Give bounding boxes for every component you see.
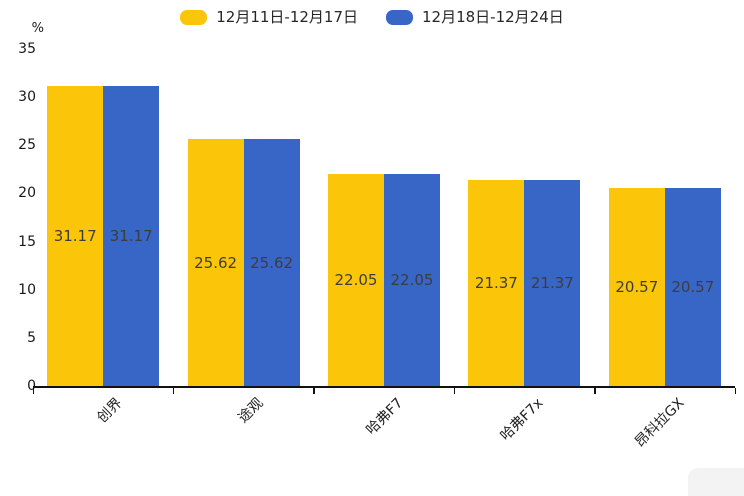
y-axis-tick-label: 15 <box>18 233 36 250</box>
bar-week2: 25.62 <box>243 139 300 386</box>
y-axis-tick-label: 0 <box>27 378 36 394</box>
x-axis-line <box>33 386 735 388</box>
y-axis-tick-label: 35 <box>18 41 36 57</box>
bar-value-label: 22.05 <box>390 270 434 289</box>
x-axis-category-label: 哈弗F7x <box>497 395 547 445</box>
bar-week1: 20.57 <box>608 187 665 386</box>
y-axis-tick-label: 25 <box>18 137 36 154</box>
bar-week2: 20.57 <box>664 187 721 386</box>
bar-value-label: 25.62 <box>250 253 294 272</box>
bar-week2: 31.17 <box>103 85 160 386</box>
bar-week1: 31.17 <box>47 85 104 386</box>
bar-value-label: 21.37 <box>474 274 518 293</box>
bar-value-label: 22.05 <box>334 270 378 289</box>
bar-value-label: 20.57 <box>615 277 659 296</box>
legend-label-week1: 12月11日-12月17日 <box>216 8 358 26</box>
x-axis-tick <box>453 388 456 394</box>
watermark <box>688 468 744 496</box>
legend-item-week1[interactable]: 12月11日-12月17日 <box>180 6 358 28</box>
x-axis-tick <box>32 388 34 394</box>
x-axis-tick <box>172 388 175 394</box>
x-axis-tick <box>734 388 736 394</box>
y-axis-tick-label: 5 <box>27 329 36 346</box>
y-axis-unit-label: % <box>31 21 44 36</box>
bar-week2: 22.05 <box>384 173 440 386</box>
x-axis-tick <box>313 388 315 394</box>
bar-week1: 22.05 <box>328 173 384 386</box>
y-axis-tick-label: 10 <box>18 281 36 298</box>
legend-label-week2: 12月18日-12月24日 <box>422 8 564 26</box>
bar-value-label: 25.62 <box>194 253 238 272</box>
x-axis-category-label: 哈弗F7 <box>363 395 407 439</box>
legend-swatch-week2-icon <box>386 9 413 25</box>
legend-swatch-week1-icon <box>180 9 208 25</box>
bar-value-label: 20.57 <box>671 277 715 296</box>
legend-item-week2[interactable]: 12月18日-12月24日 <box>386 6 564 28</box>
chart-legend: 12月11日-12月17日 12月18日-12月24日 <box>0 6 744 28</box>
x-axis-tick <box>594 388 596 394</box>
y-axis-tick-label: 30 <box>18 89 36 106</box>
bar-value-label: 21.37 <box>530 274 574 293</box>
bar-week1: 21.37 <box>468 180 525 386</box>
x-axis-category-label: 昂科拉GX <box>631 395 688 451</box>
bar-value-label: 31.17 <box>53 226 97 245</box>
bar-value-label: 31.17 <box>109 226 153 245</box>
x-axis-category-label: 创界 <box>94 395 126 427</box>
bar-week1: 25.62 <box>187 139 244 386</box>
x-axis-category-label: 途观 <box>234 395 267 427</box>
bar-week2: 21.37 <box>524 180 581 386</box>
y-axis-tick-label: 20 <box>18 185 36 202</box>
